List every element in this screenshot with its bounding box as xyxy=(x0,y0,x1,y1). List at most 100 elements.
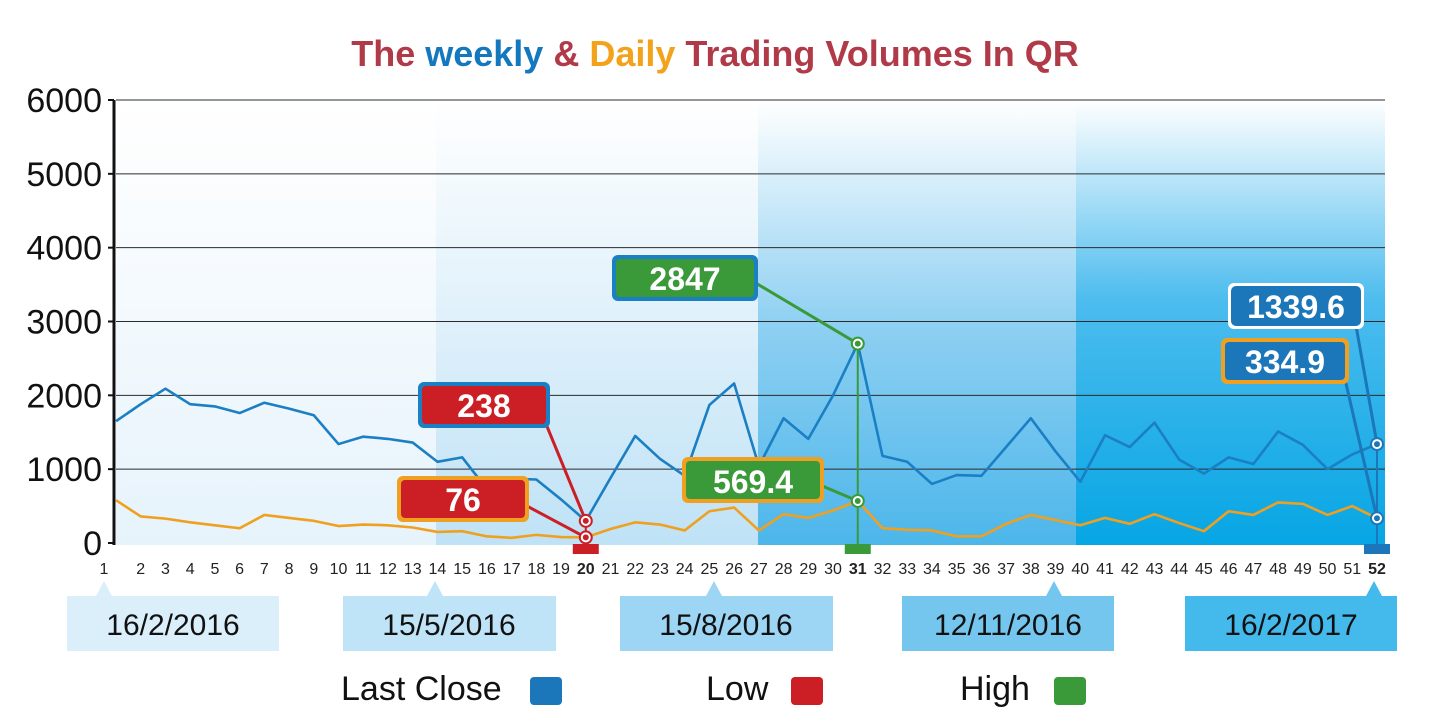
x-tick-label-27: 27 xyxy=(750,561,768,578)
x-marker-high xyxy=(844,544,871,554)
legend-label-last-close: Last Close xyxy=(341,670,502,708)
highlight-points xyxy=(578,336,1384,545)
x-tick-label-17: 17 xyxy=(503,561,521,578)
x-tick-label-5: 5 xyxy=(210,561,219,578)
x-tick-label-15: 15 xyxy=(453,561,471,578)
highlight-point-core-low-weekly xyxy=(582,517,589,524)
callout-low-weekly-label: 238 xyxy=(457,388,510,424)
x-tick-label-30: 30 xyxy=(824,561,842,578)
y-tick-label-3000: 3000 xyxy=(26,304,102,342)
legend-swatch-low xyxy=(791,677,823,705)
x-tick-label-26: 26 xyxy=(725,561,743,578)
y-tick-label-5000: 5000 xyxy=(26,156,102,194)
date-label-2: 15/5/2016 xyxy=(382,609,515,642)
callout-low-weekly: 238 xyxy=(418,382,550,428)
y-tick-label-6000: 6000 xyxy=(26,82,102,120)
x-tick-label-22: 22 xyxy=(626,561,644,578)
x-marker-last xyxy=(1364,544,1390,554)
x-tick-label-48: 48 xyxy=(1269,561,1287,578)
legend-swatch-high xyxy=(1054,677,1086,705)
x-tick-label-11: 11 xyxy=(355,561,372,578)
x-tick-label-14: 14 xyxy=(429,561,447,578)
highlight-point-core-last-weekly xyxy=(1374,441,1380,448)
series-layer xyxy=(115,342,1378,540)
callout-high-weekly: 2847 xyxy=(612,255,758,301)
date-label-1: 16/2/2016 xyxy=(106,609,239,642)
legend: Last Close Low High xyxy=(341,670,1086,708)
chart-title: The weekly & Daily Trading Volumes In QR xyxy=(351,33,1079,74)
x-tick-label-40: 40 xyxy=(1071,561,1089,578)
x-tick-label-20: 20 xyxy=(577,561,595,578)
date-box-3: 15/8/2016 xyxy=(620,581,833,651)
x-tick-label-24: 24 xyxy=(676,561,694,578)
series-daily-line xyxy=(115,499,1378,540)
title-part-weekly: weekly xyxy=(424,33,543,74)
legend-item-last-close: Last Close xyxy=(341,670,562,708)
leader-last-weekly xyxy=(1353,319,1379,445)
x-tick-label-10: 10 xyxy=(330,561,348,578)
date-box-4: 12/11/2016 xyxy=(902,581,1114,651)
title-part-1: The xyxy=(351,33,425,74)
x-tick-label-8: 8 xyxy=(285,561,294,578)
series-weekly-line xyxy=(115,342,1378,523)
leader-high-weekly xyxy=(753,280,859,345)
x-tick-label-4: 4 xyxy=(186,561,195,578)
legend-item-high: High xyxy=(960,670,1086,708)
x-tick-label-33: 33 xyxy=(898,561,916,578)
callout-high-daily: 569.4 xyxy=(682,457,824,503)
x-tick-label-43: 43 xyxy=(1146,561,1164,578)
x-tick-label-46: 46 xyxy=(1220,561,1238,578)
x-axis-ticks: 1 2 3 4 5 6 7 8 9 10 11 12 13 14 15 16 17 18 19 20 21 22 23 24 2… xyxy=(100,561,1386,578)
legend-item-low: Low xyxy=(706,670,823,708)
x-tick-label-32: 32 xyxy=(874,561,892,578)
date-box-5: 16/2/2017 xyxy=(1185,581,1397,651)
x-tick-label-12: 12 xyxy=(379,561,397,578)
date-label-3: 15/8/2016 xyxy=(659,609,792,642)
x-tick-label-25: 25 xyxy=(701,561,719,578)
x-tick-label-13: 13 xyxy=(404,561,422,578)
x-tick-label-34: 34 xyxy=(923,561,941,578)
y-tick-label-2000: 2000 xyxy=(26,377,102,415)
x-tick-label-3: 3 xyxy=(161,561,170,578)
date-box-2: 15/5/2016 xyxy=(343,581,556,651)
title-part-amp: & xyxy=(543,33,589,74)
x-tick-label-6: 6 xyxy=(235,561,244,578)
x-tick-label-9: 9 xyxy=(309,561,318,578)
y-tick-label-0: 0 xyxy=(83,525,102,563)
band-1 xyxy=(116,100,436,545)
x-tick-label-31: 31 xyxy=(849,561,867,578)
x-tick-label-42: 42 xyxy=(1121,561,1139,578)
x-tick-label-2: 2 xyxy=(136,561,145,578)
x-highlight-markers xyxy=(572,544,1390,554)
x-tick-label-16: 16 xyxy=(478,561,496,578)
title-part-daily: Daily xyxy=(589,33,675,74)
x-tick-label-41: 41 xyxy=(1096,561,1114,578)
leader-low-daily xyxy=(524,503,587,539)
x-tick-label-36: 36 xyxy=(972,561,990,578)
highlight-point-core-high-weekly xyxy=(854,340,861,347)
highlight-point-core-low-daily xyxy=(582,534,589,541)
x-tick-label-19: 19 xyxy=(552,561,570,578)
leader-low-weekly xyxy=(544,423,588,522)
legend-label-high: High xyxy=(960,670,1030,708)
highlight-point-core-last-daily xyxy=(1374,515,1380,522)
x-tick-label-52: 52 xyxy=(1368,561,1386,578)
x-tick-label-29: 29 xyxy=(799,561,817,578)
x-tick-label-23: 23 xyxy=(651,561,669,578)
x-tick-label-7: 7 xyxy=(260,561,269,578)
x-tick-label-1: 1 xyxy=(100,561,109,578)
x-tick-label-35: 35 xyxy=(948,561,966,578)
callout-last-weekly-label: 1339.6 xyxy=(1247,289,1345,325)
x-tick-label-21: 21 xyxy=(602,561,620,578)
callout-low-daily-label: 76 xyxy=(445,482,481,518)
y-tick-label-4000: 4000 xyxy=(26,230,102,268)
x-tick-label-39: 39 xyxy=(1047,561,1065,578)
x-tick-label-49: 49 xyxy=(1294,561,1312,578)
x-tick-label-37: 37 xyxy=(997,561,1015,578)
x-tick-label-18: 18 xyxy=(527,561,545,578)
callout-last-weekly: 1339.6 xyxy=(1228,283,1364,329)
callout-last-daily: 334.9 xyxy=(1221,338,1349,384)
x-marker-low xyxy=(572,544,599,554)
date-label-4: 12/11/2016 xyxy=(934,609,1082,642)
